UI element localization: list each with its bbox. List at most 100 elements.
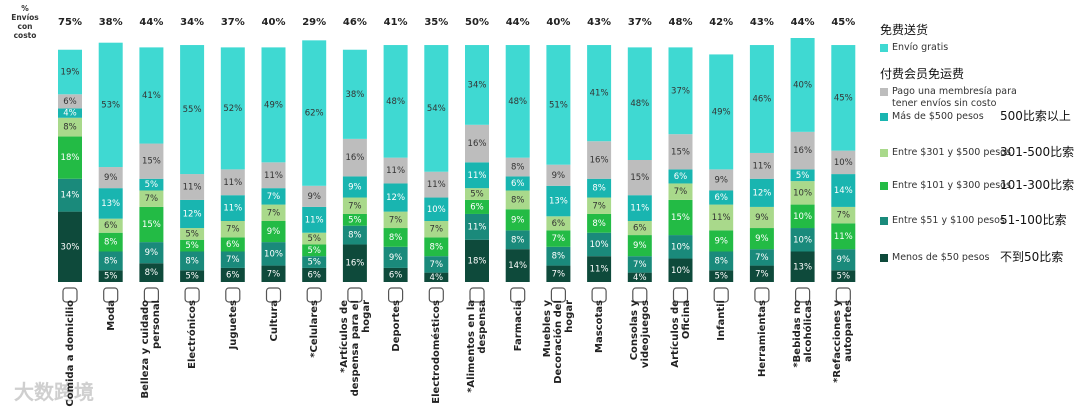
- bar-segment: [58, 178, 82, 212]
- value-label: 8%: [104, 238, 118, 248]
- value-label: 8%: [511, 163, 525, 173]
- bar-segment: [709, 54, 734, 170]
- bar-segment: [505, 45, 530, 158]
- value-label: 48%: [386, 97, 405, 107]
- value-label: 45%: [834, 93, 853, 103]
- bar-segment: [342, 176, 367, 198]
- value-label: 6%: [63, 97, 77, 107]
- bar-segment: [424, 197, 449, 221]
- header-value: 34%: [180, 17, 204, 28]
- value-label: 54%: [427, 104, 446, 114]
- category-icon: [835, 287, 851, 303]
- category-icon: [754, 287, 770, 303]
- bar-segment: [465, 188, 489, 200]
- value-label: 7%: [267, 192, 281, 202]
- value-label: 6%: [104, 221, 118, 231]
- value-label: 55%: [183, 105, 202, 115]
- bar-segment: [261, 162, 286, 189]
- value-label: 7%: [592, 201, 606, 211]
- value-label: 9%: [755, 234, 769, 244]
- value-label: 6%: [226, 270, 240, 280]
- header-value: 40%: [262, 17, 286, 28]
- header-value: 48%: [669, 17, 693, 28]
- value-label: 9%: [837, 255, 851, 265]
- value-label: 15%: [630, 173, 649, 183]
- value-label: 48%: [630, 99, 649, 109]
- bar-segment: [220, 169, 245, 196]
- value-label: 7%: [674, 187, 688, 197]
- value-label: 5%: [145, 180, 159, 190]
- value-label: 16%: [793, 146, 812, 156]
- value-label: 52%: [223, 104, 242, 114]
- value-label: 5%: [307, 258, 321, 268]
- bar-segment: [58, 117, 82, 137]
- value-label: 8%: [63, 123, 77, 133]
- bar-segment: [587, 45, 612, 142]
- category-icon: [469, 287, 485, 303]
- bar-segment: [505, 230, 530, 250]
- bar-segment: [424, 272, 449, 282]
- category-icon: [510, 287, 526, 303]
- value-label: 10%: [590, 240, 609, 250]
- bar-segment: [302, 232, 327, 245]
- bar-segment: [465, 239, 489, 282]
- value-label: 8%: [430, 242, 444, 252]
- legend-translation: 免费送货: [880, 23, 929, 37]
- value-label: 12%: [386, 193, 405, 203]
- bar-segment: [139, 263, 164, 282]
- value-label: 7%: [267, 269, 281, 279]
- value-label: 12%: [752, 188, 771, 198]
- category-icon: [306, 287, 322, 303]
- value-label: 5%: [714, 272, 728, 282]
- category-icon: [143, 287, 159, 303]
- category-label: *Celulares: [308, 300, 320, 358]
- header-value: 37%: [628, 17, 652, 28]
- bar-segment: [261, 188, 286, 205]
- bar-segment: [98, 218, 123, 233]
- value-label: 10%: [834, 158, 853, 168]
- value-label: 8%: [104, 256, 118, 266]
- value-label: 38%: [345, 90, 364, 100]
- category-icon: [62, 287, 78, 303]
- bar-segment: [180, 174, 205, 200]
- value-label: 7%: [226, 225, 240, 235]
- value-label: 34%: [468, 80, 487, 90]
- bar-segment: [58, 108, 82, 118]
- header-value: 35%: [424, 17, 448, 28]
- bar-segment: [546, 45, 571, 165]
- bar-segment: [139, 143, 164, 179]
- bar-segment: [831, 45, 856, 151]
- category-label: Consolas y videojuegos: [628, 300, 651, 369]
- value-label: 4%: [63, 109, 77, 119]
- header-label: % Envíos con costo: [11, 4, 39, 40]
- value-label: 11%: [264, 171, 283, 181]
- bar-segment: [58, 94, 82, 109]
- bar-segment: [383, 157, 408, 184]
- bar-segment: [790, 169, 815, 182]
- bar-segment: [424, 237, 449, 257]
- value-label: 5%: [185, 241, 199, 251]
- bar-segment: [587, 232, 612, 257]
- bar-segment: [302, 185, 327, 207]
- bar-segment: [790, 204, 815, 229]
- bar-segment: [465, 124, 489, 163]
- value-label: 6%: [633, 224, 647, 234]
- bar-segment: [220, 237, 245, 252]
- category-label: Belleza y cuidado personal: [140, 300, 163, 399]
- bar-segment: [180, 45, 205, 175]
- value-label: 6%: [714, 193, 728, 203]
- value-label: 11%: [834, 232, 853, 242]
- value-label: 6%: [674, 172, 688, 182]
- bar-segment: [709, 190, 734, 205]
- value-label: 10%: [671, 242, 690, 252]
- value-label: 7%: [755, 269, 769, 279]
- bar-segment: [749, 228, 774, 250]
- value-label: 30%: [61, 242, 80, 252]
- legend-swatch: [880, 88, 888, 96]
- value-label: 5%: [185, 272, 199, 282]
- bar-segment: [587, 256, 612, 282]
- value-label: 15%: [142, 220, 161, 230]
- bar-segment: [139, 242, 164, 264]
- value-label: 4%: [430, 273, 444, 283]
- bar-segment: [98, 167, 123, 189]
